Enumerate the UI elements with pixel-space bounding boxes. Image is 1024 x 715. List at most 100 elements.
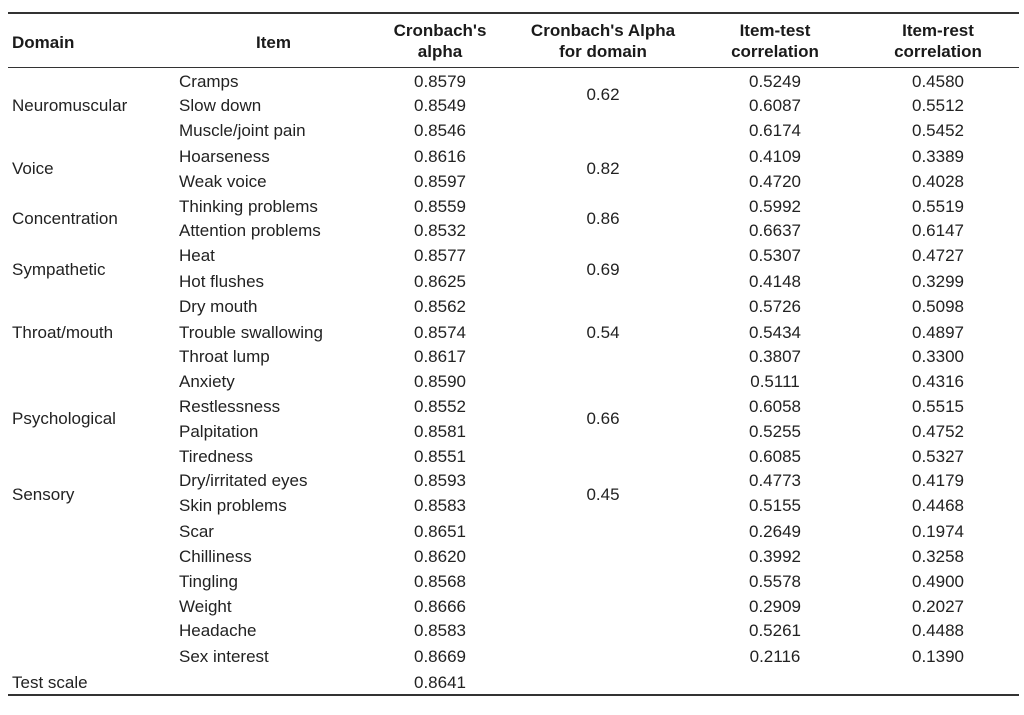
item-alpha: 0.8590 bbox=[414, 372, 466, 391]
item-test-corr: 0.6085 bbox=[749, 447, 801, 466]
item-alpha: 0.8669 bbox=[414, 647, 466, 666]
header-item-rest-line1: Item-rest bbox=[902, 21, 974, 40]
item-alpha: 0.8597 bbox=[414, 172, 466, 191]
item-rest-corr: 0.1974 bbox=[912, 522, 964, 541]
item-test-corr: 0.4773 bbox=[749, 471, 801, 490]
domain-alpha: 0.82 bbox=[586, 159, 620, 178]
header-item: Item bbox=[256, 33, 291, 52]
item-test-corr: 0.5726 bbox=[749, 297, 801, 316]
item-rest-corr: 0.4580 bbox=[912, 72, 964, 91]
bottom-rule bbox=[8, 694, 1019, 696]
item-test-corr: 0.4148 bbox=[749, 272, 801, 291]
item-label: Tingling bbox=[179, 572, 238, 591]
item-label: Muscle/joint pain bbox=[179, 121, 306, 140]
item-alpha: 0.8549 bbox=[414, 96, 466, 115]
item-label: Cramps bbox=[179, 72, 239, 91]
item-alpha: 0.8574 bbox=[414, 323, 466, 342]
item-rest-corr: 0.1390 bbox=[912, 647, 964, 666]
item-rest-corr: 0.5515 bbox=[912, 397, 964, 416]
item-alpha: 0.8666 bbox=[414, 597, 466, 616]
item-alpha: 0.8581 bbox=[414, 422, 466, 441]
item-test-corr: 0.6087 bbox=[749, 96, 801, 115]
header-alpha-for-domain-line1: Cronbach's Alpha bbox=[530, 21, 676, 40]
item-test-corr: 0.5249 bbox=[749, 72, 801, 91]
top-rule bbox=[8, 12, 1019, 14]
item-alpha: 0.8532 bbox=[414, 221, 466, 240]
item-alpha: 0.8583 bbox=[414, 621, 466, 640]
item-label: Restlessness bbox=[179, 397, 281, 416]
item-rest-corr: 0.4488 bbox=[912, 621, 964, 640]
item-rest-corr: 0.5512 bbox=[912, 96, 964, 115]
item-test-corr: 0.5111 bbox=[750, 372, 800, 391]
item-rest-corr: 0.4316 bbox=[912, 372, 964, 391]
item-label: Hoarseness bbox=[179, 147, 270, 166]
item-label: Headache bbox=[179, 621, 257, 640]
item-alpha: 0.8579 bbox=[414, 72, 466, 91]
header-alpha-for-domain-line2: for domain bbox=[559, 42, 647, 61]
item-label: Palpitation bbox=[179, 422, 259, 441]
item-alpha: 0.8568 bbox=[414, 572, 466, 591]
item-rest-corr: 0.4468 bbox=[912, 496, 964, 515]
item-test-corr: 0.5992 bbox=[749, 197, 801, 216]
item-label: Trouble swallowing bbox=[179, 323, 323, 342]
domain-alpha: 0.62 bbox=[586, 85, 620, 104]
item-test-corr: 0.4720 bbox=[749, 172, 801, 191]
item-test-corr: 0.3992 bbox=[749, 547, 801, 566]
item-rest-corr: 0.4727 bbox=[912, 246, 964, 265]
item-rest-corr: 0.4179 bbox=[912, 471, 964, 490]
item-test-corr: 0.4109 bbox=[749, 147, 801, 166]
item-label: Tiredness bbox=[179, 447, 254, 466]
item-rest-corr: 0.5452 bbox=[912, 121, 964, 140]
domain-label: Voice bbox=[12, 159, 54, 178]
item-test-corr: 0.5255 bbox=[749, 422, 801, 441]
test-scale-alpha: 0.8641 bbox=[414, 673, 466, 692]
header-cronbach-alpha-line2: alpha bbox=[417, 42, 463, 61]
item-label: Heat bbox=[179, 246, 215, 265]
item-alpha: 0.8562 bbox=[414, 297, 466, 316]
domain-label: Test scale bbox=[12, 673, 88, 692]
item-label: Chilliness bbox=[179, 547, 252, 566]
domain-label: Psychological bbox=[12, 409, 116, 428]
item-rest-corr: 0.4752 bbox=[912, 422, 964, 441]
item-label: Anxiety bbox=[179, 372, 235, 391]
item-test-corr: 0.6637 bbox=[749, 221, 801, 240]
item-rest-corr: 0.3299 bbox=[912, 272, 964, 291]
item-test-corr: 0.2649 bbox=[749, 522, 801, 541]
item-label: Weak voice bbox=[179, 172, 267, 191]
header-domain: Domain bbox=[12, 33, 75, 52]
item-rest-corr: 0.2027 bbox=[912, 597, 964, 616]
item-alpha: 0.8552 bbox=[414, 397, 466, 416]
item-label: Skin problems bbox=[179, 496, 287, 515]
item-label: Throat lump bbox=[179, 347, 270, 366]
item-rest-corr: 0.4028 bbox=[912, 172, 964, 191]
item-label: Dry/irritated eyes bbox=[179, 471, 308, 490]
header-item-rest-correlation: Item-rest correlation bbox=[878, 20, 998, 62]
item-rest-corr: 0.5519 bbox=[912, 197, 964, 216]
item-alpha: 0.8577 bbox=[414, 246, 466, 265]
item-test-corr: 0.6058 bbox=[749, 397, 801, 416]
domain-alpha: 0.45 bbox=[586, 485, 620, 504]
header-item-test-line1: Item-test bbox=[739, 21, 811, 40]
item-alpha: 0.8625 bbox=[414, 272, 466, 291]
header-rule bbox=[8, 67, 1019, 68]
item-label: Thinking problems bbox=[179, 197, 318, 216]
item-rest-corr: 0.4897 bbox=[912, 323, 964, 342]
item-test-corr: 0.2909 bbox=[749, 597, 801, 616]
header-item-rest-line2: correlation bbox=[894, 42, 982, 61]
domain-label: Throat/mouth bbox=[12, 323, 114, 342]
header-item-test-correlation: Item-test correlation bbox=[715, 20, 835, 62]
header-cronbach-alpha-line1: Cronbach's bbox=[393, 21, 487, 40]
header-alpha-for-domain: Cronbach's Alpha for domain bbox=[513, 20, 693, 62]
item-label: Scar bbox=[179, 522, 214, 541]
item-test-corr: 0.5578 bbox=[749, 572, 801, 591]
item-test-corr: 0.5307 bbox=[749, 246, 801, 265]
item-alpha: 0.8651 bbox=[414, 522, 466, 541]
domain-alpha: 0.54 bbox=[586, 323, 620, 342]
item-rest-corr: 0.6147 bbox=[912, 221, 964, 240]
item-label: Sex interest bbox=[179, 647, 269, 666]
item-alpha: 0.8593 bbox=[414, 471, 466, 490]
domain-label: Sympathetic bbox=[12, 260, 106, 279]
domain-label: Neuromuscular bbox=[12, 96, 128, 115]
item-test-corr: 0.2116 bbox=[749, 647, 801, 666]
item-rest-corr: 0.3300 bbox=[912, 347, 964, 366]
